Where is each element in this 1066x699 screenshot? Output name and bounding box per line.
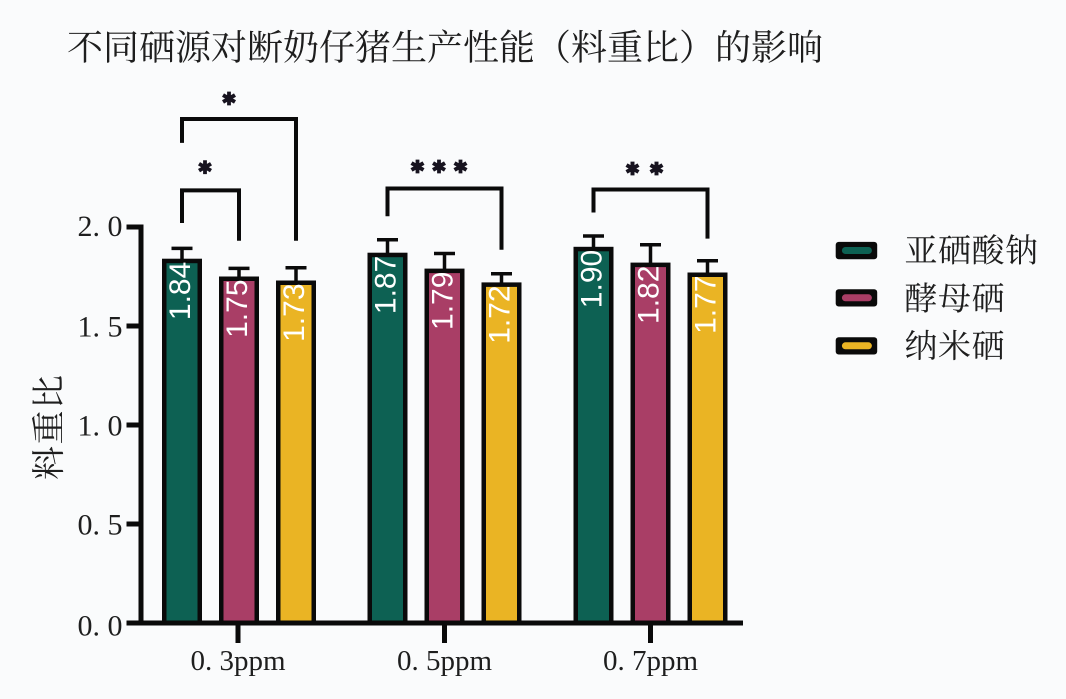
svg-text:1.87: 1.87: [370, 256, 403, 314]
svg-text:1.72: 1.72: [484, 285, 517, 343]
svg-text:1.90: 1.90: [576, 250, 609, 308]
svg-text:1.84: 1.84: [164, 262, 197, 320]
svg-text:0. 5: 0. 5: [78, 508, 123, 541]
svg-text:1.75: 1.75: [221, 280, 254, 338]
svg-text:0. 7ppm: 0. 7ppm: [603, 645, 699, 677]
svg-text:1.73: 1.73: [278, 284, 311, 342]
svg-text:1.79: 1.79: [427, 272, 460, 330]
svg-text:0. 5ppm: 0. 5ppm: [397, 645, 493, 677]
svg-text:0. 0: 0. 0: [78, 609, 123, 642]
svg-text:0. 3ppm: 0. 3ppm: [190, 645, 286, 677]
svg-text:1. 5: 1. 5: [78, 310, 123, 343]
svg-text:1.82: 1.82: [633, 266, 666, 324]
svg-text:2. 0: 2. 0: [78, 210, 123, 243]
svg-text:1. 0: 1. 0: [78, 409, 123, 442]
svg-text:1.77: 1.77: [690, 276, 723, 334]
